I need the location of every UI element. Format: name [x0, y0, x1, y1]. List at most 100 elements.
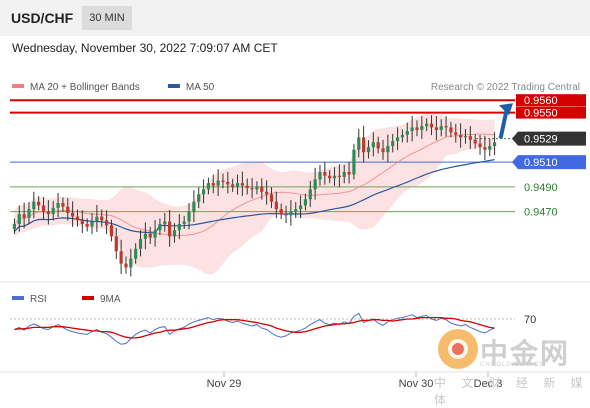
- bollinger-band-area: [14, 112, 495, 275]
- level-label-4: 0.9490: [524, 182, 558, 194]
- level-label-0: 0.9560: [524, 95, 558, 107]
- candle-body: [468, 136, 472, 140]
- projection-arrow-shaft: [498, 107, 509, 139]
- candle-body: [415, 127, 419, 130]
- projection-arrow: [498, 103, 513, 139]
- projection-arrow-head: [499, 103, 513, 116]
- candle-body: [240, 183, 244, 186]
- candle-body: [255, 186, 259, 190]
- candle-body: [313, 179, 317, 190]
- candle-body: [22, 214, 26, 218]
- candle-body: [308, 189, 312, 200]
- candle-body: [459, 134, 463, 138]
- candle-body: [90, 221, 94, 227]
- candle-body: [274, 201, 278, 210]
- candle-body: [163, 221, 167, 224]
- candle-body: [216, 180, 220, 186]
- candle-body: [104, 220, 109, 226]
- candle-body: [197, 194, 201, 202]
- candle-body: [473, 139, 477, 144]
- top-bar: USD/CHF 30 MIN: [0, 0, 590, 36]
- price-levels: [0, 99, 590, 283]
- candle-body: [61, 202, 65, 207]
- level-label-3: 0.9510: [524, 157, 558, 169]
- candle-body: [386, 146, 390, 153]
- candle-body: [12, 224, 17, 229]
- level-label-1: 0.9550: [524, 108, 558, 120]
- rsi-ma-line: [14, 316, 495, 339]
- candle-body: [357, 137, 361, 150]
- candle-body: [434, 127, 438, 130]
- x-axis: Nov 29 Nov 30 Dec 3: [0, 371, 590, 390]
- level-tag-2: [512, 131, 586, 146]
- candle-body: [32, 201, 36, 210]
- timeframe-button[interactable]: 30 MIN: [82, 6, 132, 30]
- chart-timestamp: Wednesday, November 30, 2022 7:09:07 AM …: [12, 41, 278, 55]
- candle-body: [332, 175, 337, 179]
- rsi-legend-label-0: RSI: [30, 294, 47, 305]
- candle-body: [294, 209, 298, 212]
- candle-body: [129, 258, 133, 268]
- candle-body: [420, 126, 424, 130]
- candle-body: [265, 191, 269, 195]
- candle-body: [143, 233, 147, 239]
- candle-body: [371, 142, 375, 148]
- candle-body: [95, 216, 99, 222]
- candle-body: [362, 137, 366, 153]
- x-tick-label-0: Nov 29: [207, 378, 242, 390]
- candle-body: [37, 201, 41, 206]
- rsi-legend-swatch-0: [12, 296, 24, 300]
- candle-body: [114, 236, 118, 252]
- candle-body: [444, 126, 448, 128]
- candle-body: [109, 225, 114, 237]
- level-label-2: 0.9529: [524, 134, 558, 146]
- candle-body: [206, 183, 211, 190]
- level-tag-3: [512, 155, 586, 170]
- candle-body: [366, 147, 371, 153]
- watermark-tagline: 中 文 财 经 新 媒 体: [434, 376, 589, 407]
- candle-body: [231, 184, 235, 187]
- candle-body: [318, 172, 322, 180]
- candle-body: [488, 146, 492, 150]
- legend-swatch-1: [167, 84, 180, 88]
- candle-body: [328, 175, 332, 179]
- candle-body: [211, 183, 215, 186]
- legend-label-0: MA 20 + Bollinger Bands: [30, 82, 140, 93]
- rsi-panel: RSI 9MA 70: [10, 294, 536, 345]
- legend-swatch-0: [12, 84, 24, 88]
- ma20-line: [14, 133, 495, 237]
- candle-body: [221, 180, 225, 182]
- candle-body: [381, 148, 385, 153]
- candle-body: [168, 221, 172, 237]
- candle-body: [250, 188, 254, 190]
- candle-body: [119, 251, 123, 264]
- candle-body: [303, 199, 308, 206]
- candle-body: [279, 209, 283, 215]
- candle-body: [153, 230, 157, 238]
- candle-body: [478, 143, 482, 148]
- rsi-level-label: 70: [524, 314, 536, 326]
- candle-body: [298, 205, 303, 210]
- candle-body: [85, 224, 89, 227]
- candle-body: [226, 181, 230, 185]
- candle-body: [323, 172, 327, 176]
- candle-body: [289, 211, 293, 216]
- candlesticks: [12, 115, 497, 277]
- candle-body: [192, 201, 196, 212]
- candle-body: [100, 216, 104, 221]
- level-tag-1: [516, 106, 586, 119]
- candle-body: [492, 142, 497, 146]
- candle-body: [71, 212, 75, 217]
- candle-body: [177, 224, 181, 231]
- candle-body: [395, 137, 400, 142]
- candle-body: [182, 221, 186, 224]
- candle-body: [347, 172, 351, 175]
- candle-body: [391, 141, 395, 146]
- watermark-domain: CNGOLD.COM.CN: [480, 362, 545, 368]
- candle-body: [454, 132, 458, 135]
- candle-body: [66, 206, 70, 213]
- candle-body: [352, 149, 356, 175]
- level-tag-0: [516, 94, 586, 107]
- candle-body: [172, 230, 177, 237]
